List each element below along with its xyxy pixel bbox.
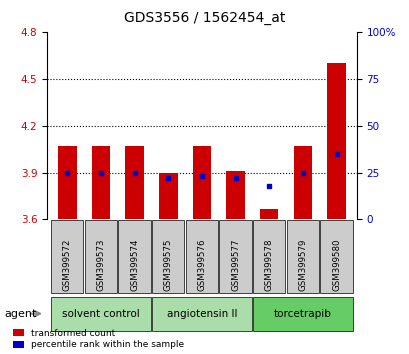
Bar bbox=[286, 220, 318, 293]
Text: GDS3556 / 1562454_at: GDS3556 / 1562454_at bbox=[124, 11, 285, 25]
Bar bbox=[152, 220, 184, 293]
Bar bbox=[219, 220, 251, 293]
Text: GSM399573: GSM399573 bbox=[96, 238, 105, 291]
Bar bbox=[192, 146, 211, 219]
Text: GSM399580: GSM399580 bbox=[331, 238, 340, 291]
Bar bbox=[259, 209, 278, 219]
Legend: transformed count, percentile rank within the sample: transformed count, percentile rank withi… bbox=[13, 329, 184, 349]
Bar bbox=[319, 220, 352, 293]
Bar bbox=[85, 220, 117, 293]
Bar bbox=[159, 173, 177, 219]
Text: GSM399578: GSM399578 bbox=[264, 238, 273, 291]
Bar bbox=[185, 220, 218, 293]
Text: GSM399575: GSM399575 bbox=[163, 238, 172, 291]
Bar bbox=[118, 220, 151, 293]
Text: GSM399574: GSM399574 bbox=[130, 238, 139, 291]
Bar bbox=[252, 220, 285, 293]
Text: angiotensin II: angiotensin II bbox=[166, 309, 236, 319]
Bar bbox=[152, 297, 251, 331]
Bar bbox=[293, 146, 311, 219]
Bar bbox=[226, 171, 244, 219]
Bar bbox=[51, 297, 151, 331]
Bar bbox=[252, 297, 352, 331]
Text: GSM399577: GSM399577 bbox=[231, 238, 240, 291]
Text: GSM399572: GSM399572 bbox=[63, 238, 72, 291]
Bar bbox=[125, 146, 144, 219]
Text: solvent control: solvent control bbox=[62, 309, 139, 319]
Bar bbox=[58, 146, 76, 219]
Bar bbox=[92, 146, 110, 219]
Text: GSM399576: GSM399576 bbox=[197, 238, 206, 291]
Text: agent: agent bbox=[4, 309, 36, 319]
Text: GSM399579: GSM399579 bbox=[298, 239, 307, 291]
Bar bbox=[51, 220, 83, 293]
Bar bbox=[326, 63, 345, 219]
Text: torcetrapib: torcetrapib bbox=[273, 309, 331, 319]
